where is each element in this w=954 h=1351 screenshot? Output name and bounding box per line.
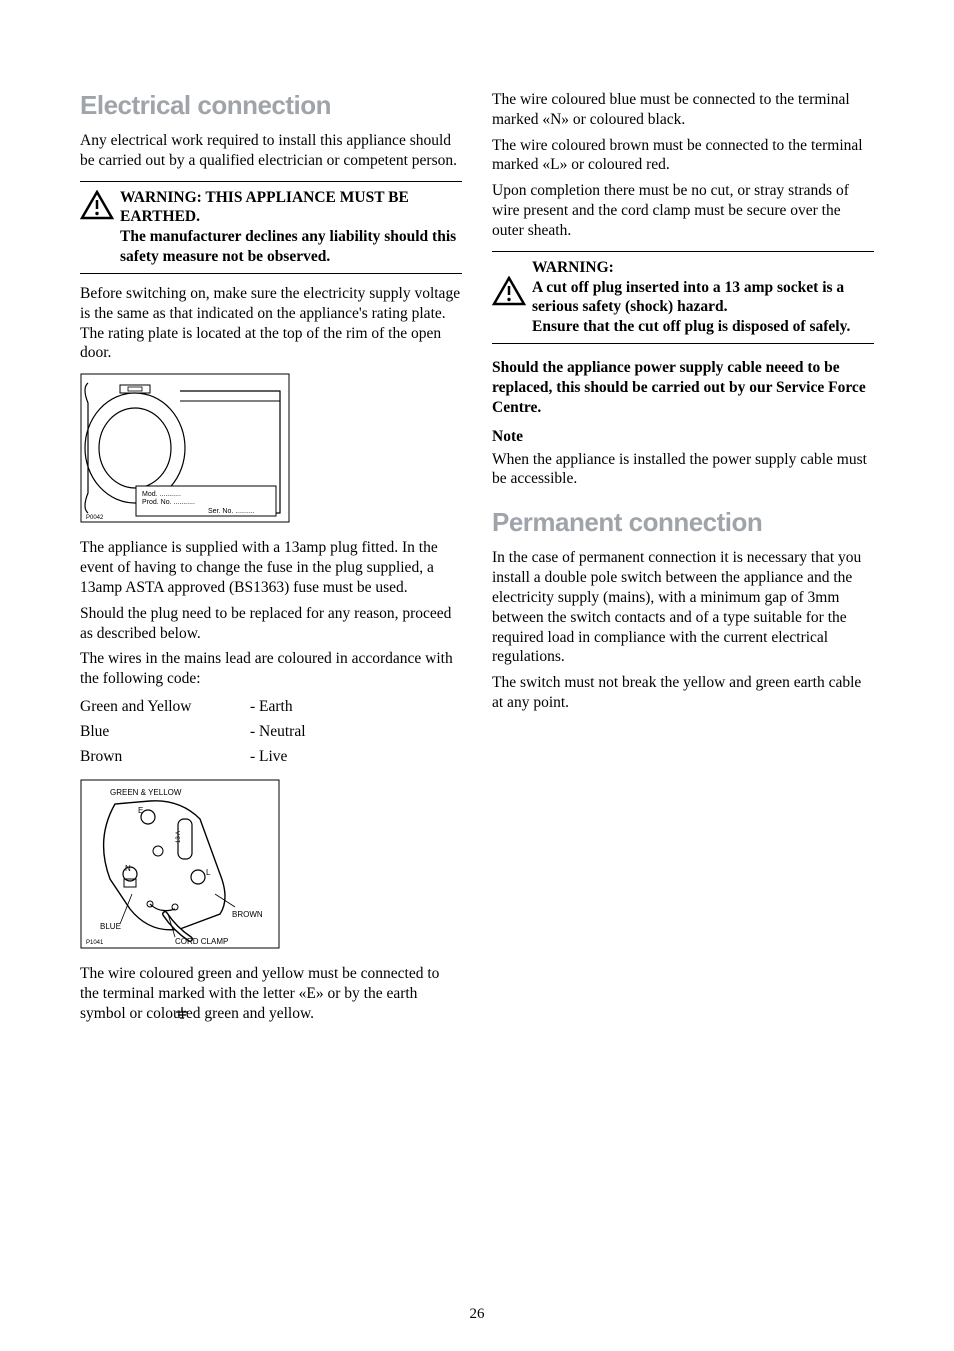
warning-block-2: WARNING: A cut off plug inserted into a … — [492, 251, 874, 344]
note-body: When the appliance is installed the powe… — [492, 450, 874, 490]
intro-text: Any electrical work required to install … — [80, 131, 462, 171]
brown-wire-para: The wire coloured brown must be connecte… — [492, 136, 874, 176]
svg-text:BLUE: BLUE — [100, 922, 121, 931]
color-row-live: Brown - Live — [80, 745, 462, 770]
supplied-text: The appliance is supplied with a 13amp p… — [80, 538, 462, 597]
svg-text:E: E — [138, 806, 143, 815]
earth-symbol-icon — [175, 1007, 189, 1021]
before-switching-text: Before switching on, make sure the elect… — [80, 284, 462, 363]
warning-text-2: WARNING: A cut off plug inserted into a … — [532, 258, 874, 337]
door-diagram: Mod. ........... Prod. No. ........... S… — [80, 373, 462, 528]
svg-text:CORD CLAMP: CORD CLAMP — [175, 937, 228, 946]
section-title-permanent: Permanent connection — [492, 507, 874, 538]
color-table: Green and Yellow - Earth Blue - Neutral … — [80, 695, 462, 769]
section-title-electrical: Electrical connection — [80, 90, 462, 121]
should-plug-text: Should the plug need to be replaced for … — [80, 604, 462, 644]
svg-text:GREEN & YELLOW: GREEN & YELLOW — [110, 788, 182, 797]
cable-replace-para: Should the appliance power supply cable … — [492, 358, 874, 417]
page-number: 26 — [0, 1306, 954, 1323]
svg-text:Ser. No. ..........: Ser. No. .......... — [208, 508, 255, 515]
svg-text:N: N — [125, 864, 131, 873]
warning-text-1: WARNING: THIS APPLIANCE MUST BE EARTHED.… — [120, 188, 462, 267]
svg-text:13 A: 13 A — [176, 831, 182, 843]
permanent-para-2: The switch must not break the yellow and… — [492, 673, 874, 713]
warning-triangle-icon — [80, 190, 114, 220]
upon-completion-para: Upon completion there must be no cut, or… — [492, 181, 874, 240]
color-row-earth: Green and Yellow - Earth — [80, 695, 462, 720]
svg-text:P1041: P1041 — [86, 940, 104, 946]
green-yellow-para: The wire coloured green and yellow must … — [80, 964, 462, 1023]
warning-triangle-icon — [492, 276, 526, 306]
svg-text:BROWN: BROWN — [232, 910, 263, 919]
warning-block-1: WARNING: THIS APPLIANCE MUST BE EARTHED.… — [80, 181, 462, 274]
permanent-para-1: In the case of permanent connection it i… — [492, 548, 874, 667]
svg-text:P0042: P0042 — [86, 515, 104, 521]
color-row-neutral: Blue - Neutral — [80, 720, 462, 745]
wires-text: The wires in the mains lead are coloured… — [80, 649, 462, 689]
svg-text:L: L — [206, 868, 211, 877]
blue-wire-para: The wire coloured blue must be connected… — [492, 90, 874, 130]
svg-text:Prod. No. ...........: Prod. No. ........... — [142, 499, 195, 506]
note-heading: Note — [492, 428, 874, 446]
plug-diagram: GREEN & YELLOW E 13 A N L — [80, 779, 462, 954]
svg-text:Mod. ...........: Mod. ........... — [142, 491, 181, 498]
